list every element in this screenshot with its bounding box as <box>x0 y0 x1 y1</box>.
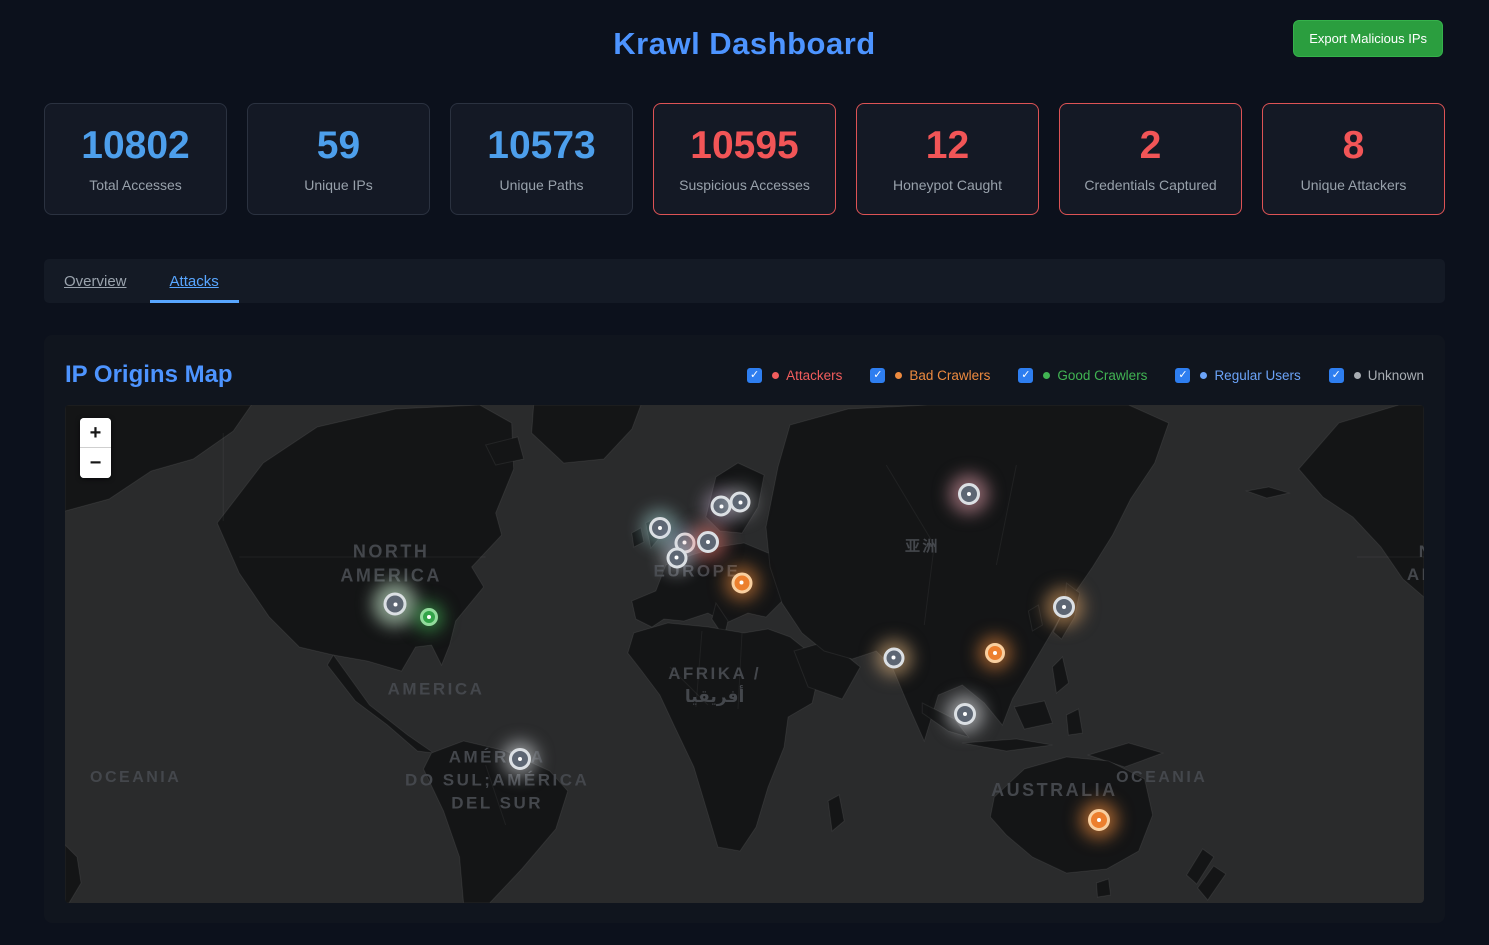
stat-card-total-accesses: 10802 Total Accesses <box>44 103 227 215</box>
legend-label: Unknown <box>1367 367 1424 383</box>
map-marker-bad-crawler[interactable] <box>1088 808 1111 831</box>
legend-label: Good Crawlers <box>1057 367 1148 383</box>
legend-dot-icon <box>1200 371 1208 379</box>
stat-value: 59 <box>316 124 361 168</box>
map-legend: ✓ Attackers ✓ Bad Crawlers ✓ Good Crawlers ✓ Re… <box>747 367 1424 383</box>
header: Krawl Dashboard Export Malicious IPs <box>0 0 1489 103</box>
map-marker-unknown[interactable] <box>696 530 719 553</box>
legend-checkbox-bad-crawlers[interactable]: ✓ <box>870 367 886 383</box>
map-marker-bad-crawler[interactable] <box>984 643 1005 663</box>
stat-label: Unique IPs <box>304 176 373 193</box>
tab-overview[interactable]: Overview <box>64 272 127 290</box>
legend-item-bad-crawlers: ✓ Bad Crawlers <box>870 367 991 383</box>
map-marker-good-crawler[interactable] <box>420 608 439 627</box>
legend-label: Bad Crawlers <box>909 367 991 383</box>
legend-label: Attackers <box>786 367 843 383</box>
legend-dot-icon <box>895 371 903 379</box>
world-map-tiles <box>65 405 1424 903</box>
legend-dot-icon <box>1353 371 1361 379</box>
map-marker-unknown[interactable] <box>383 592 407 616</box>
zoom-in-button[interactable]: + <box>80 418 111 448</box>
legend-checkbox-regular-users[interactable]: ✓ <box>1175 367 1191 383</box>
stat-card-honeypot-caught: 12 Honeypot Caught <box>856 103 1039 215</box>
stat-value: 10595 <box>690 124 799 168</box>
map-zoom-control: + − <box>80 418 111 478</box>
legend-checkbox-attackers[interactable]: ✓ <box>747 367 763 383</box>
map-marker-unknown[interactable] <box>957 483 980 506</box>
legend-item-unknown: ✓ Unknown <box>1328 367 1424 383</box>
map-marker-unknown[interactable] <box>649 517 672 539</box>
legend-dot-icon <box>1043 371 1051 379</box>
stat-value: 10573 <box>487 124 596 168</box>
zoom-out-button[interactable]: − <box>80 448 111 478</box>
legend-item-attackers: ✓ Attackers <box>747 367 843 383</box>
world-map[interactable]: NORTH AMERICA AMERICA EUROPE AFRIKA / أفريقيا… <box>65 405 1424 903</box>
ip-origins-map-panel: IP Origins Map ✓ Attackers ✓ Bad Crawlers ✓ G… <box>44 335 1445 923</box>
stat-value: 8 <box>1342 124 1365 168</box>
map-marker-bad-crawler[interactable] <box>731 572 753 594</box>
stat-card-unique-attackers: 8 Unique Attackers <box>1262 103 1445 215</box>
map-marker-unknown[interactable] <box>883 647 905 669</box>
legend-checkbox-unknown[interactable]: ✓ <box>1328 367 1344 383</box>
stat-label: Credentials Captured <box>1084 176 1217 193</box>
export-malicious-ips-button[interactable]: Export Malicious IPs <box>1293 20 1443 57</box>
stat-label: Honeypot Caught <box>893 176 1002 193</box>
stat-value: 12 <box>925 124 970 168</box>
stat-value: 10802 <box>81 124 190 168</box>
stat-card-credentials-captured: 2 Credentials Captured <box>1059 103 1242 215</box>
map-marker-unknown[interactable] <box>710 495 732 517</box>
map-panel-header: IP Origins Map ✓ Attackers ✓ Bad Crawlers ✓ G… <box>65 357 1424 393</box>
stat-card-suspicious-accesses: 10595 Suspicious Accesses <box>653 103 836 215</box>
stat-card-unique-ips: 59 Unique IPs <box>247 103 430 215</box>
map-marker-unknown[interactable] <box>953 702 976 725</box>
legend-dot-icon <box>772 371 780 379</box>
page-title: Krawl Dashboard <box>613 26 876 61</box>
stat-label: Suspicious Accesses <box>679 176 810 193</box>
map-marker-unknown[interactable] <box>1052 596 1075 619</box>
legend-label: Regular Users <box>1214 367 1301 383</box>
stat-label: Total Accesses <box>89 176 182 193</box>
map-panel-title: IP Origins Map <box>65 361 233 388</box>
legend-item-regular-users: ✓ Regular Users <box>1175 367 1301 383</box>
tab-bar: Overview Attacks <box>44 259 1445 303</box>
stat-label: Unique Paths <box>499 176 584 193</box>
legend-checkbox-good-crawlers[interactable]: ✓ <box>1018 367 1034 383</box>
stat-label: Unique Attackers <box>1300 176 1407 193</box>
stat-card-unique-paths: 10573 Unique Paths <box>450 103 633 215</box>
stats-row: 10802 Total Accesses 59 Unique IPs 10573 Uniq… <box>44 103 1445 215</box>
map-marker-unknown[interactable] <box>509 748 532 771</box>
map-marker-unknown[interactable] <box>729 491 751 513</box>
map-marker-unknown[interactable] <box>666 547 688 569</box>
legend-item-good-crawlers: ✓ Good Crawlers <box>1018 367 1148 383</box>
stat-value: 2 <box>1139 124 1162 168</box>
tab-attacks[interactable]: Attacks <box>149 259 239 303</box>
